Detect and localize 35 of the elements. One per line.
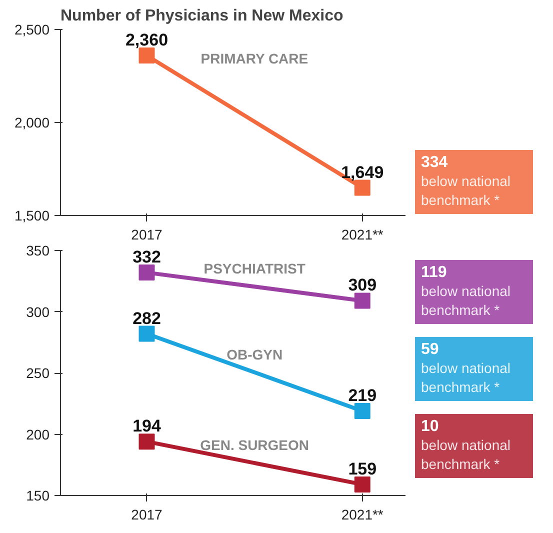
data-label: 159 (348, 459, 377, 478)
text: 334 below national benchmark * (421, 154, 511, 208)
y-tick-label: 350 (26, 242, 50, 258)
point (354, 402, 370, 419)
data-label: 309 (348, 276, 377, 295)
y-tick-label: 1,500 (14, 208, 50, 224)
text: 119 below national benchmark * (421, 264, 511, 318)
data-label: 332 (132, 248, 161, 267)
data-label: 282 (132, 308, 161, 328)
text: 59 below national benchmark * (421, 341, 511, 395)
series-label: OB-GYN (226, 346, 283, 362)
x-tick-label: 2021** (341, 506, 384, 522)
y-tick-label: 150 (26, 488, 50, 504)
y-tick-label: 2,500 (14, 22, 50, 38)
text: 1,649 (341, 162, 384, 182)
x-tick-label: 2017 (131, 506, 163, 522)
series-label: PRIMARY CARE (200, 50, 308, 67)
text: 10 below national benchmark * (421, 418, 511, 472)
point (138, 434, 155, 450)
text: 2,360 (125, 30, 168, 50)
point (138, 326, 155, 342)
data-label: 219 (348, 386, 377, 405)
y-tick-label: 250 (26, 365, 50, 381)
y-tick-label: 2,000 (14, 114, 50, 130)
x-tick-label: 2021** (341, 226, 384, 242)
x-tick-label: 2017 (131, 226, 163, 242)
chart-title: Number of Physicians in New Mexico (60, 8, 344, 24)
y-tick-label: 200 (26, 426, 50, 442)
point (354, 476, 370, 492)
point (354, 292, 370, 309)
series-label: GEN. SURGEON (200, 437, 310, 454)
series-label: PSYCHIATRIST (204, 260, 306, 277)
point (138, 264, 155, 281)
y-tick-label: 300 (26, 304, 50, 320)
data-label: 194 (132, 416, 162, 436)
